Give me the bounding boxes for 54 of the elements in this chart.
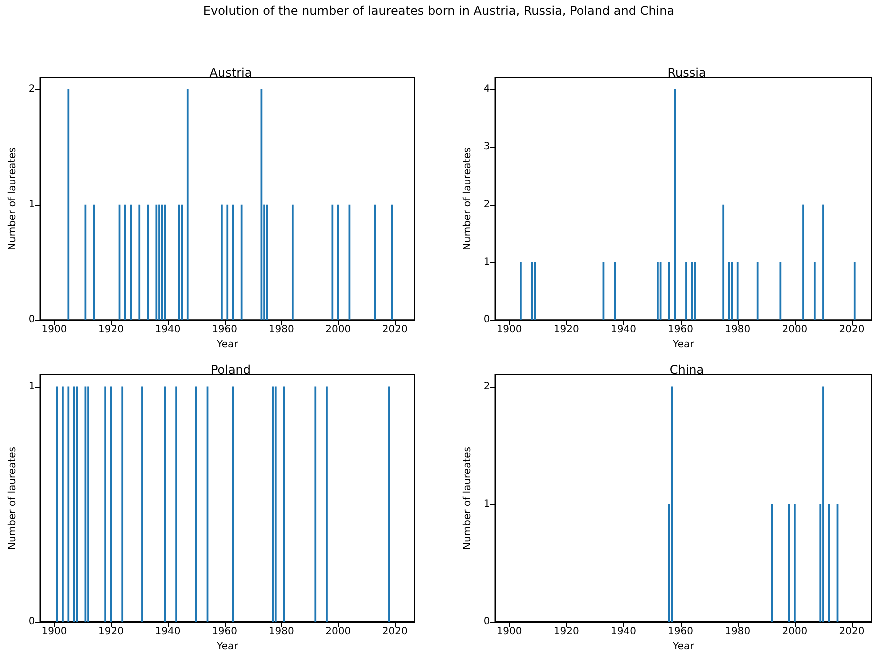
chart-title: Austria bbox=[210, 66, 252, 80]
x-tick-label: 1980 bbox=[725, 324, 751, 336]
y-axis-title: Number of laureates bbox=[462, 148, 474, 250]
x-tick-label: 1980 bbox=[725, 626, 751, 638]
x-tick-label: 2020 bbox=[382, 324, 408, 336]
chart-title: Russia bbox=[668, 66, 706, 80]
x-tick-label: 2020 bbox=[839, 324, 865, 336]
x-tick-label: 2000 bbox=[782, 324, 808, 336]
x-tick-label: 1960 bbox=[212, 626, 238, 638]
x-tick-label: 1960 bbox=[212, 324, 238, 336]
y-tick-label: 4 bbox=[484, 84, 490, 96]
chart-title: Poland bbox=[210, 363, 252, 377]
x-tick-label: 1940 bbox=[155, 626, 181, 638]
y-axis-title: Number of laureates bbox=[8, 447, 18, 550]
y-tick-label: 0 bbox=[28, 314, 36, 326]
y-tick-label: 1 bbox=[484, 498, 490, 510]
x-tick-label: 2000 bbox=[326, 324, 352, 336]
x-tick-label: 2000 bbox=[326, 626, 352, 638]
chart-title: China bbox=[670, 363, 704, 377]
x-tick-label: 1960 bbox=[668, 324, 694, 336]
x-tick-label: 1960 bbox=[668, 626, 694, 638]
x-tick-label: 1940 bbox=[610, 324, 636, 336]
x-tick-label: 1900 bbox=[496, 626, 522, 638]
x-axis-title: Year bbox=[216, 340, 240, 350]
x-tick-label: 1920 bbox=[554, 324, 580, 336]
y-tick-label: 2 bbox=[28, 84, 36, 96]
x-tick-label: 1900 bbox=[496, 324, 522, 336]
x-tick-label: 1940 bbox=[610, 626, 636, 638]
y-tick-label: 1 bbox=[28, 199, 36, 210]
text: Evolution of the number of laureates born in Austria, Russia, Poland and China bbox=[202, 4, 676, 18]
y-tick-label: 3 bbox=[484, 142, 490, 153]
x-tick-label: 1940 bbox=[155, 324, 181, 336]
x-tick-label: 1920 bbox=[98, 626, 124, 638]
x-tick-label: 1920 bbox=[98, 324, 124, 336]
y-tick-label: 1 bbox=[484, 256, 490, 268]
y-tick-label: 2 bbox=[484, 199, 490, 210]
x-tick-label: 1920 bbox=[554, 626, 580, 638]
y-tick-label: 0 bbox=[484, 314, 490, 326]
x-tick-label: 1980 bbox=[268, 626, 294, 638]
y-tick-label: 0 bbox=[28, 616, 36, 628]
x-axis-title: Year bbox=[216, 641, 240, 652]
x-tick-label: 2020 bbox=[839, 626, 865, 638]
y-axis-title: Number of laureates bbox=[8, 148, 18, 250]
y-tick-label: 0 bbox=[484, 616, 490, 628]
x-tick-label: 2000 bbox=[782, 626, 808, 638]
x-axis-title: Year bbox=[672, 641, 696, 652]
y-tick-label: 1 bbox=[28, 381, 36, 392]
y-axis-title: Number of laureates bbox=[462, 447, 474, 550]
y-tick-label: 2 bbox=[484, 381, 490, 392]
x-tick-label: 2020 bbox=[382, 626, 408, 638]
x-tick-label: 1900 bbox=[42, 626, 68, 638]
x-tick-label: 1900 bbox=[42, 324, 68, 336]
x-axis-title: Year bbox=[672, 340, 696, 350]
x-tick-label: 1980 bbox=[268, 324, 294, 336]
